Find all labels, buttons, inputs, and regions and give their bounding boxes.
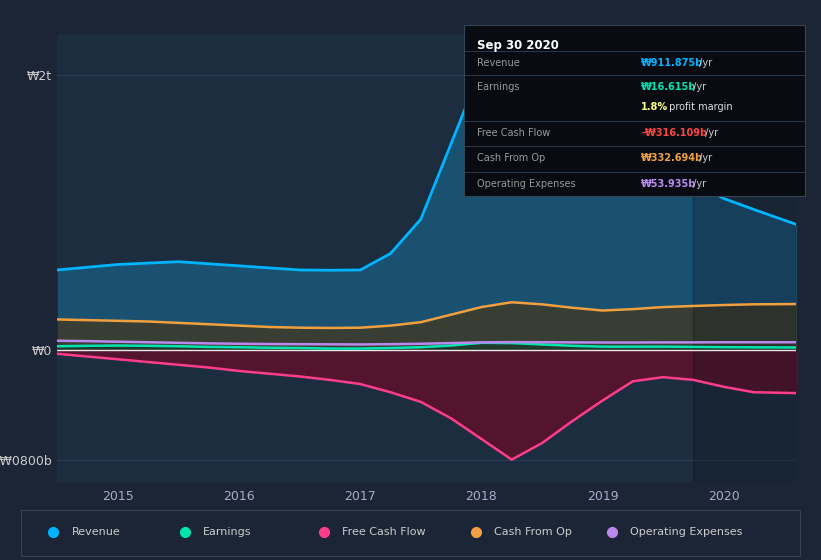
Text: Earnings: Earnings [478,82,520,92]
Text: Free Cash Flow: Free Cash Flow [478,128,551,138]
Text: Cash From Op: Cash From Op [478,153,546,164]
Text: Revenue: Revenue [71,527,120,537]
Text: profit margin: profit margin [666,102,732,112]
Text: Revenue: Revenue [478,58,521,68]
Text: -₩316.109b: -₩316.109b [641,128,707,138]
Bar [694,34,796,482]
Text: Operating Expenses: Operating Expenses [478,179,576,189]
Text: /yr: /yr [696,153,713,164]
Text: 1.8%: 1.8% [641,102,668,112]
Text: ₩911.875b: ₩911.875b [641,58,704,68]
Text: Earnings: Earnings [203,527,251,537]
Text: Cash From Op: Cash From Op [494,527,572,537]
Text: /yr: /yr [690,82,706,92]
Text: Operating Expenses: Operating Expenses [630,527,742,537]
Text: /yr: /yr [696,58,713,68]
Text: /yr: /yr [702,128,718,138]
Text: ₩332.694b: ₩332.694b [641,153,703,164]
Text: /yr: /yr [690,179,706,189]
Text: ₩53.935b: ₩53.935b [641,179,696,189]
Text: Sep 30 2020: Sep 30 2020 [478,39,559,52]
Text: Free Cash Flow: Free Cash Flow [342,527,426,537]
Text: ₩16.615b: ₩16.615b [641,82,696,92]
